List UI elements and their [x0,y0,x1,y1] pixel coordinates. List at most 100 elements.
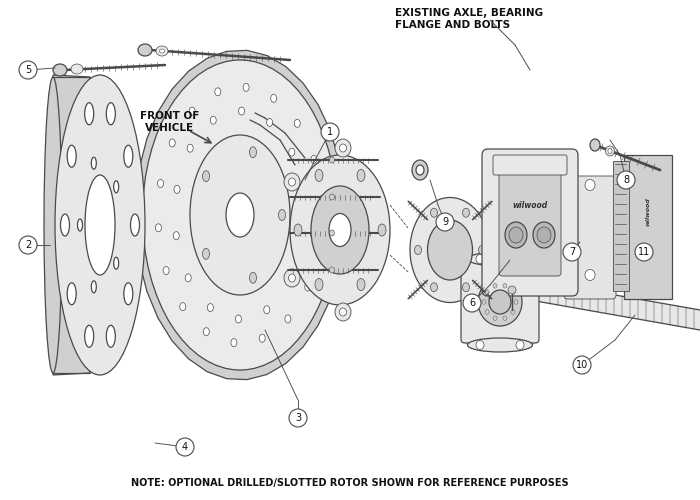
Ellipse shape [301,190,307,198]
Ellipse shape [130,214,139,236]
Text: 1: 1 [327,127,333,137]
Ellipse shape [285,315,291,323]
Ellipse shape [357,170,365,181]
Text: 8: 8 [623,175,629,185]
Ellipse shape [430,208,438,218]
Ellipse shape [316,242,323,250]
Ellipse shape [590,139,600,151]
FancyBboxPatch shape [493,155,567,175]
Ellipse shape [514,300,518,304]
Ellipse shape [91,157,97,169]
Ellipse shape [340,308,346,316]
Circle shape [289,409,307,427]
Ellipse shape [71,64,83,74]
Ellipse shape [60,214,69,236]
Ellipse shape [249,272,256,283]
Ellipse shape [503,316,507,320]
Circle shape [563,243,581,261]
Ellipse shape [463,282,470,292]
Ellipse shape [294,120,300,128]
Ellipse shape [287,278,293,286]
Ellipse shape [180,302,186,310]
Ellipse shape [207,304,214,312]
Ellipse shape [174,232,179,239]
Ellipse shape [463,208,470,218]
Text: EXISTING AXLE, BEARING: EXISTING AXLE, BEARING [395,8,543,18]
Ellipse shape [249,146,256,158]
Ellipse shape [511,310,515,314]
Ellipse shape [537,227,551,243]
Ellipse shape [67,145,76,167]
Ellipse shape [85,102,94,124]
Ellipse shape [516,254,524,264]
Text: 5: 5 [25,65,31,75]
Text: FLANGE AND BOLTS: FLANGE AND BOLTS [395,20,510,30]
Ellipse shape [44,77,62,373]
Ellipse shape [53,64,67,76]
FancyBboxPatch shape [482,149,578,296]
Text: 10: 10 [576,360,588,370]
Ellipse shape [485,310,489,314]
Ellipse shape [202,170,209,181]
Ellipse shape [509,227,523,243]
Ellipse shape [357,278,365,290]
Ellipse shape [158,180,164,188]
Ellipse shape [493,316,497,320]
Ellipse shape [330,267,335,273]
Ellipse shape [106,102,116,124]
Text: 9: 9 [442,217,448,227]
Ellipse shape [284,173,300,191]
Ellipse shape [318,198,325,206]
Ellipse shape [67,283,76,305]
Ellipse shape [533,222,555,248]
Ellipse shape [78,219,83,231]
Ellipse shape [259,334,265,342]
Ellipse shape [288,274,295,282]
Ellipse shape [85,326,94,347]
Ellipse shape [189,107,195,115]
Text: NOTE: OPTIONAL DRILLED/SLOTTED ROTOR SHOWN FOR REFERENCE PURPOSES: NOTE: OPTIONAL DRILLED/SLOTTED ROTOR SHO… [131,478,569,488]
Ellipse shape [489,290,511,314]
Ellipse shape [410,198,490,302]
Ellipse shape [329,214,351,246]
Ellipse shape [106,326,116,347]
Ellipse shape [155,224,162,232]
Ellipse shape [160,49,164,53]
Ellipse shape [330,194,335,200]
Ellipse shape [55,75,145,375]
Ellipse shape [290,155,390,305]
Circle shape [19,236,37,254]
Ellipse shape [304,283,311,291]
Circle shape [635,243,653,261]
Ellipse shape [202,248,209,260]
Ellipse shape [330,157,335,163]
Ellipse shape [143,60,337,370]
Ellipse shape [378,224,386,236]
Ellipse shape [113,257,119,269]
Ellipse shape [505,222,527,248]
Ellipse shape [430,282,438,292]
Ellipse shape [340,144,346,152]
Ellipse shape [311,156,317,164]
FancyBboxPatch shape [461,260,539,343]
Ellipse shape [482,300,486,304]
Circle shape [19,61,37,79]
Text: 7: 7 [569,247,575,257]
Text: 11: 11 [638,247,650,257]
Ellipse shape [186,274,191,282]
Text: wilwood: wilwood [645,198,650,226]
Ellipse shape [284,269,300,287]
Ellipse shape [113,181,119,193]
Ellipse shape [493,284,497,288]
Ellipse shape [169,139,175,147]
Ellipse shape [476,254,484,264]
Text: 3: 3 [295,413,301,423]
Ellipse shape [300,236,306,244]
Ellipse shape [585,180,595,190]
FancyBboxPatch shape [564,176,616,299]
Ellipse shape [203,328,209,336]
Ellipse shape [235,315,241,323]
Ellipse shape [315,170,323,181]
Ellipse shape [330,230,335,236]
Text: wilwood: wilwood [512,200,547,209]
